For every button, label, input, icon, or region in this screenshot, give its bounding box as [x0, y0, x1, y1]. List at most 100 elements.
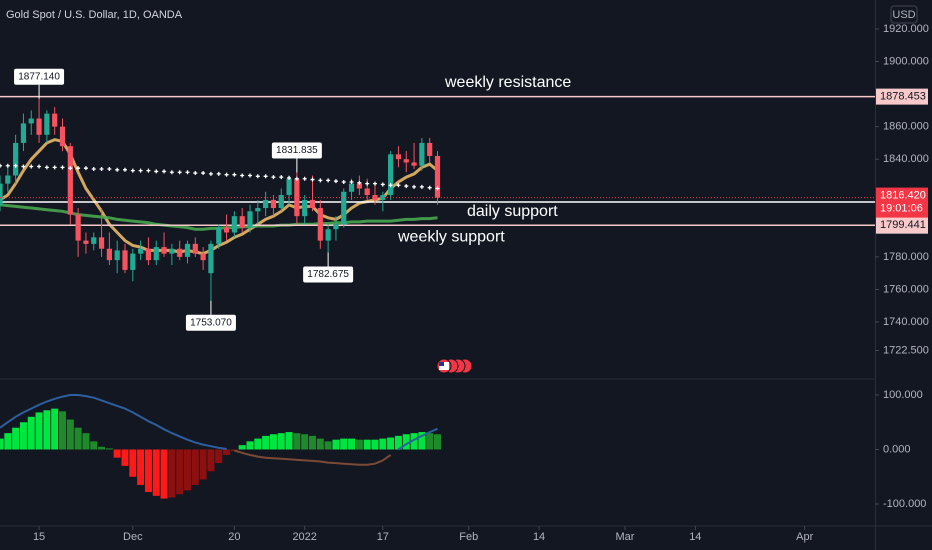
signal-line [0, 394, 227, 450]
ma-cross [435, 186, 440, 191]
callout-box [185, 314, 236, 331]
ma-cross [287, 175, 292, 180]
candle-body [247, 211, 253, 228]
candle-body [91, 237, 97, 244]
candle-body [20, 123, 27, 143]
last-price-label: 1816.420 [880, 190, 926, 202]
candle-body [36, 118, 42, 135]
candle-body [169, 248, 175, 254]
candle-body [411, 162, 417, 166]
histogram-bar [355, 439, 363, 450]
level-price-label: 1878.453 [880, 91, 926, 103]
candle-body [395, 154, 402, 160]
histogram-bar [129, 449, 137, 477]
currency[interactable]: USD [892, 9, 915, 21]
candle-body [44, 113, 50, 135]
countdown-label: 19:01:06 [880, 203, 923, 215]
ma-cross [333, 179, 338, 184]
y-tick-label: 100.000 [883, 389, 923, 401]
histogram-bar [363, 439, 371, 450]
ma-cross [76, 166, 81, 171]
candle-body [138, 248, 144, 254]
ma-cross [21, 164, 26, 169]
histogram-bar [316, 438, 324, 450]
ma-cross [193, 171, 198, 176]
histogram-bar [277, 433, 285, 450]
ma-cross [302, 176, 307, 181]
level-annotation: weekly resistance [444, 74, 571, 91]
ma-cross [216, 171, 221, 176]
histogram-bar [254, 438, 262, 450]
flag-canton [439, 362, 444, 366]
ma-cross [13, 163, 18, 168]
candle-body [317, 208, 323, 241]
candle-body [83, 240, 89, 244]
signal-line [397, 427, 438, 451]
ma-cross [412, 184, 417, 189]
currency-box[interactable] [890, 5, 918, 24]
histogram-bar [340, 438, 348, 450]
x-tick-label: 17 [377, 531, 389, 543]
candle-body [106, 248, 112, 261]
histogram-bar [238, 445, 246, 450]
candle-body [231, 216, 237, 233]
callout-box [303, 266, 354, 283]
candle-body [145, 248, 152, 261]
y-tick-label: -100.000 [883, 498, 926, 510]
histogram-bar [223, 449, 231, 455]
histogram-bar [191, 449, 199, 485]
candle-body [98, 237, 105, 249]
histogram-bar [387, 437, 395, 450]
histogram-bar [324, 441, 332, 450]
histogram-bar [246, 441, 254, 450]
histogram-bar [98, 446, 106, 450]
ma-cross [240, 173, 245, 178]
y-tick-label: 1760.000 [883, 283, 929, 295]
histogram-bar [184, 449, 191, 491]
histogram-bar [199, 449, 207, 480]
ma-cross [123, 167, 127, 172]
ma-cross [341, 180, 346, 184]
callout-label: 1831.835 [276, 145, 318, 156]
candle-body [341, 191, 347, 225]
histogram-bar [12, 427, 20, 450]
ma-cross [427, 185, 432, 190]
ma-cross [5, 163, 10, 168]
y-tick-label: 0.000 [883, 443, 911, 455]
ma-cross [130, 168, 135, 173]
candle-body [427, 142, 433, 156]
x-tick-label: 14 [533, 531, 545, 543]
candle-body [130, 253, 136, 270]
ma-cross [365, 181, 370, 186]
candle-body [114, 250, 120, 261]
x-tick-label: Apr [796, 531, 813, 543]
histogram-bar [230, 449, 238, 452]
histogram-bar [348, 438, 356, 450]
histogram-bar [19, 422, 27, 450]
x-tick-label: 15 [33, 531, 45, 543]
histogram-bar [82, 433, 90, 450]
events-icon[interactable] [436, 358, 473, 374]
histogram-bar [394, 435, 402, 450]
histogram-bar [59, 411, 66, 450]
ma-cross [138, 168, 143, 173]
ma-cross [107, 166, 112, 171]
histogram-bar [379, 438, 387, 450]
symbol-title[interactable]: Gold Spot / U.S. Dollar, 1D, OANDA [6, 9, 183, 21]
ma-cross [404, 184, 409, 189]
candle-body [302, 199, 308, 217]
ma-cross [154, 169, 159, 174]
level-price-label: 1799.441 [880, 219, 926, 231]
x-tick-label: Feb [459, 531, 478, 543]
ma-cross [201, 171, 206, 176]
candle-body [364, 188, 370, 196]
ma-cross [224, 172, 229, 177]
histogram-bar [35, 412, 43, 450]
histogram-bar [176, 449, 184, 495]
callout-label: 1877.140 [18, 71, 60, 82]
candle-body [153, 247, 159, 261]
histogram-bar [301, 434, 309, 450]
signal-line [234, 449, 392, 466]
candle-body [177, 248, 183, 257]
y-tick-label: 1740.000 [883, 316, 929, 328]
